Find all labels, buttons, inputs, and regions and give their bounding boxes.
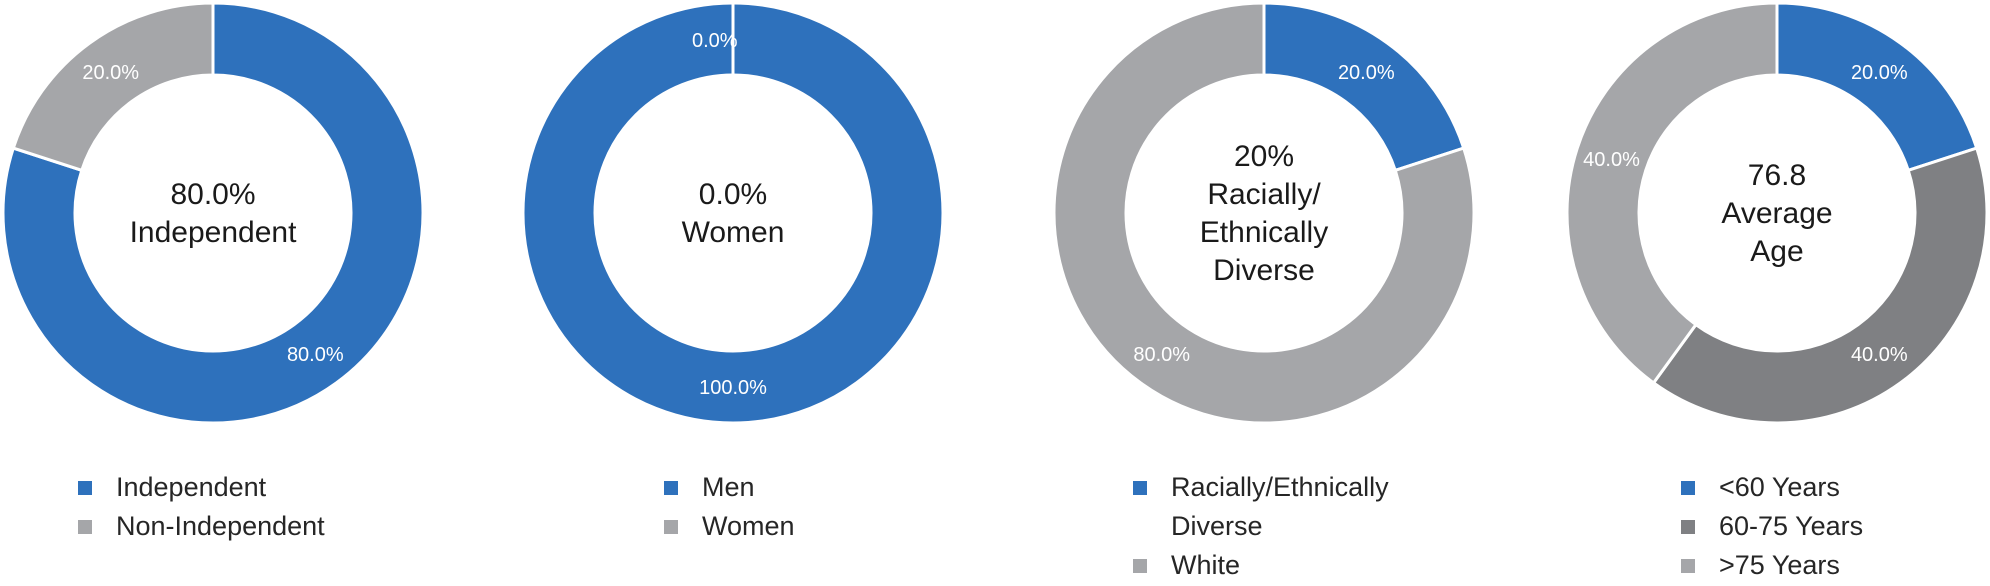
legend-label: >75 Years [1719,550,1840,580]
center-label-line: Ethnically [1200,216,1328,249]
donut-chart-age: 20.0% 40.0% 40.0% 76.8 Average Age [1565,1,1989,425]
legend-item-under-60: <60 Years [1681,468,1961,507]
data-label-independent: 80.0% [287,344,344,366]
legend-item-independent: Independent [78,468,398,507]
donut-chart-independence: 80.0% 20.0% 80.0% Independent [1,1,425,425]
legend-swatch [1133,481,1147,495]
legend-swatch [78,481,92,495]
legend-item-60-75: 60-75 Years [1681,507,1961,546]
legend-gender: Men Women [664,468,924,546]
legend-age: <60 Years 60-75 Years >75 Years [1681,468,1961,585]
legend-label: White [1171,550,1241,580]
center-label-line: Average [1721,197,1832,230]
legend-item-non-independent: Non-Independent [78,507,398,546]
data-label-75-years: 40.0% [1583,149,1640,171]
legend-swatch [1681,559,1695,573]
legend-swatch [1681,520,1695,534]
data-label-60-years: 20.0% [1851,62,1908,84]
legend-item-racially-ethnically-diverse: Racially/Ethnically Diverse [1133,468,1433,546]
slice-60-75-years [1651,146,1989,425]
legend-label: Men [702,472,755,502]
legend-swatch [1133,559,1147,573]
legend-label: Non-Independent [116,511,325,541]
donut-chart-gender: 100.0% 0.0% 0.0% Women [521,1,945,425]
legend-label: Independent [116,472,267,502]
legend-independence: Independent Non-Independent [78,468,398,546]
donut-chart-diversity: 20.0% 80.0% 20% Racially/Ethnically Diverse [1052,1,1476,425]
slice-60-years [1775,1,1979,173]
legend-item-women: Women [664,507,924,546]
data-label-non-independent: 20.0% [82,62,139,84]
legend-diversity: Racially/Ethnically Diverse White [1133,468,1433,585]
data-label-men: 100.0% [699,377,767,399]
center-label-line: 20% [1234,140,1294,173]
legend-item-over-75: >75 Years [1681,546,1961,585]
legend-item-white: White [1133,546,1433,585]
center-label-line: 76.8 [1748,159,1806,192]
center-label-line: Women [682,216,785,249]
data-label-60-75-years: 40.0% [1851,344,1908,366]
legend-label: 60-75 Years [1719,511,1864,541]
slice-white [1052,1,1476,425]
legend-label: <60 Years [1719,472,1840,502]
center-label-line: 0.0% [699,178,767,211]
data-label-women: 0.0% [692,30,738,52]
legend-swatch [664,481,678,495]
center-label-line: Diverse [1213,254,1315,287]
legend-swatch [1681,481,1695,495]
center-label-line: Independent [130,216,297,249]
legend-swatch [78,520,92,534]
legend-label: Racially/Ethnically Diverse [1171,472,1389,541]
data-label-racially-ethnically-diverse: 20.0% [1338,62,1395,84]
legend-label: Women [702,511,795,541]
center-label-line: 80.0% [170,178,255,211]
slice-non-independent [11,1,215,173]
center-label-line: Age [1750,235,1803,268]
slice-75-years [1565,1,1779,385]
data-label-white: 80.0% [1133,344,1190,366]
slice-independent [1,1,425,425]
legend-item-men: Men [664,468,924,507]
legend-swatch [664,520,678,534]
center-label-line: Racially/ [1207,178,1321,211]
slice-men [521,1,945,425]
